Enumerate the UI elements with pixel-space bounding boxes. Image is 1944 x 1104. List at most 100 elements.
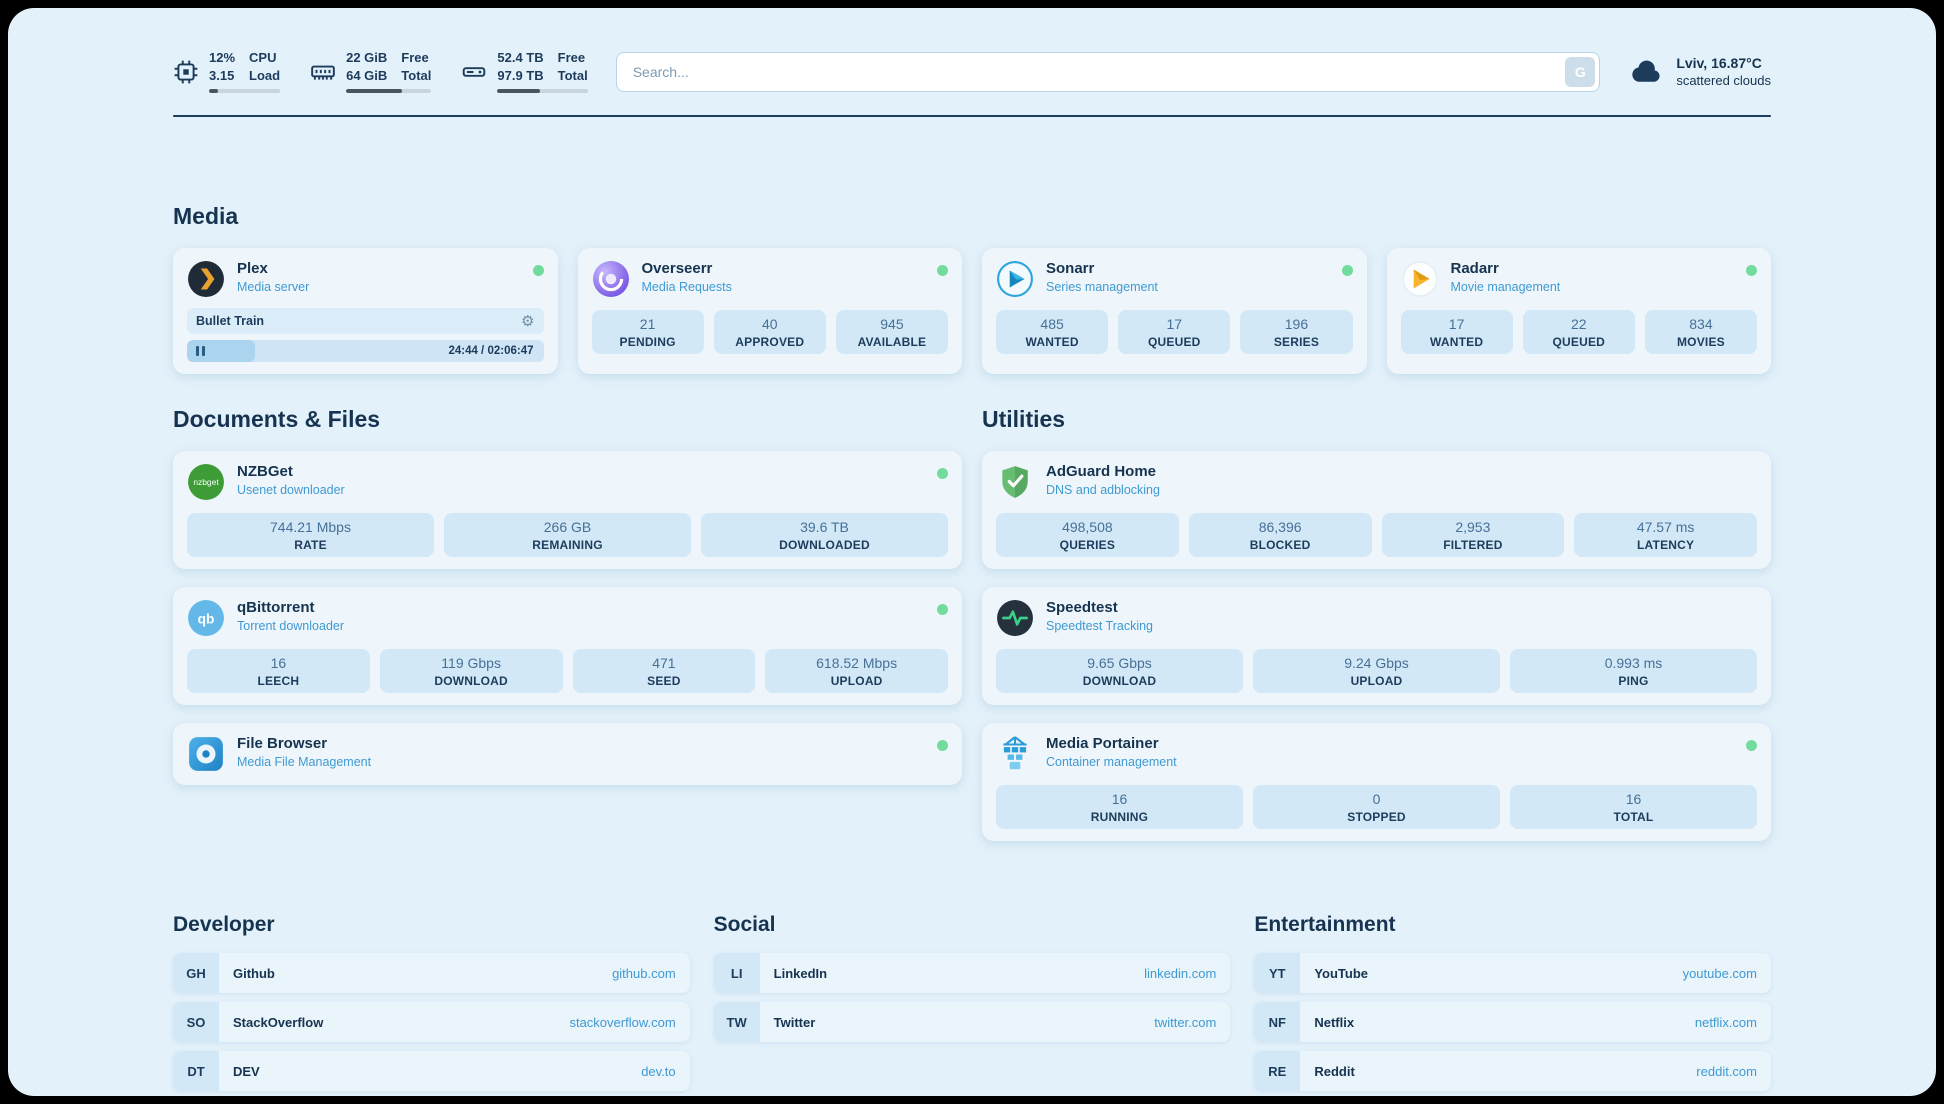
pause-icon[interactable] [196, 346, 205, 356]
app-card-filebrowser: File Browser Media File Management [173, 723, 962, 785]
stat-wanted: 17 WANTED [1400, 310, 1513, 354]
bookmark-url[interactable]: github.com [612, 965, 676, 981]
overseerr-app-link[interactable]: Overseerr Media Requests [592, 260, 948, 298]
qbittorrent-icon: qb [187, 599, 225, 637]
nzbget-app-link[interactable]: nzbget NZBGet Usenet downloader [187, 463, 948, 501]
bookmark-name: DEV [233, 1063, 260, 1079]
stat-seed: 471 SEED [572, 649, 756, 693]
utilities-section-title: Utilities [982, 406, 1066, 432]
search-bar: G [615, 51, 1601, 92]
stat-download: 119 Gbps DOWNLOAD [379, 649, 563, 693]
bookmark-linkedin[interactable]: LI LinkedIn linkedin.com [713, 953, 1231, 993]
dashboard-page: 12% 3.15 CPU Load [8, 8, 1936, 1096]
stat-queued: 17 QUEUED [1118, 310, 1231, 354]
search-input[interactable] [615, 51, 1601, 92]
stat-upload: 618.52 Mbps UPLOAD [765, 649, 948, 693]
weather-location: Lviv, 16.87°C [1676, 55, 1762, 71]
app-name: Plex [237, 260, 268, 277]
app-card-plex: Plex Media server Bullet Train ⚙ 24:44 [173, 248, 558, 374]
search-engine-button[interactable]: G [1565, 56, 1596, 87]
ram-stat: 22 GiB 64 GiB Free Total [310, 50, 432, 93]
status-dot [937, 265, 948, 276]
sonarr-app-link[interactable]: Sonarr Series management [996, 260, 1353, 298]
bookmark-abbr: LI [713, 953, 760, 993]
now-playing-title: Bullet Train [196, 314, 265, 328]
bookmark-url[interactable]: netflix.com [1694, 1014, 1757, 1030]
bookmark-reddit[interactable]: RE Reddit reddit.com [1254, 1051, 1771, 1091]
developer-bookmarks: Developer GH Github github.com SO StackO… [173, 913, 690, 1096]
ram-total-value: 64 GiB [346, 68, 388, 83]
radarr-app-link[interactable]: Radarr Movie management [1401, 260, 1757, 298]
stat-queries: 498,508 QUERIES [996, 513, 1179, 557]
documents-section-title: Documents & Files [173, 406, 381, 432]
topbar: 12% 3.15 CPU Load [173, 50, 1771, 93]
filebrowser-icon [187, 735, 225, 773]
adguard-app-link[interactable]: AdGuard Home DNS and adblocking [996, 463, 1757, 501]
ram-total-label: Total [401, 68, 432, 83]
entertainment-section-title: Entertainment [1254, 913, 1396, 936]
portainer-app-link[interactable]: Media Portainer Container management [996, 735, 1757, 773]
bookmark-dev-to[interactable]: DT DEV dev.to [173, 1051, 690, 1091]
svg-text:qb: qb [198, 611, 215, 626]
app-card-adguard: AdGuard Home DNS and adblocking 498,508 … [982, 451, 1771, 569]
stat-wanted: 485 WANTED [996, 310, 1109, 354]
plex-now-playing-widget: Bullet Train ⚙ 24:44 / 02:06:47 [187, 308, 544, 362]
documents-column: Documents & Files nzbget NZBGet Usenet d… [173, 406, 962, 803]
bookmark-netflix[interactable]: NF Netflix netflix.com [1254, 1002, 1771, 1042]
stat-ping: 0.993 ms PING [1510, 649, 1757, 693]
bookmark-name: Github [233, 965, 275, 981]
bookmark-name: Reddit [1314, 1063, 1355, 1079]
bookmark-name: LinkedIn [773, 965, 828, 981]
app-card-overseerr: Overseerr Media Requests 21 PENDING 40 A… [577, 248, 962, 374]
speedtest-app-link[interactable]: Speedtest Speedtest Tracking [996, 599, 1757, 637]
cpu-icon [173, 59, 199, 85]
bookmark-url[interactable]: youtube.com [1682, 965, 1757, 981]
utilities-column: Utilities AdGuard Home DNS and adblockin… [982, 406, 1771, 859]
bookmark-url[interactable]: dev.to [641, 1063, 676, 1079]
stat-rate: 744.21 Mbps RATE [187, 513, 434, 557]
qbittorrent-app-link[interactable]: qb qBittorrent Torrent downloader [187, 599, 948, 637]
weather-condition: scattered clouds [1676, 73, 1771, 88]
stat-queued: 22 QUEUED [1522, 310, 1635, 354]
cpu-stat: 12% 3.15 CPU Load [173, 50, 281, 93]
media-section-title: Media [173, 203, 239, 229]
cpu-load-label: Load [249, 68, 281, 83]
bookmark-twitter[interactable]: TW Twitter twitter.com [713, 1002, 1231, 1042]
app-name: qBittorrent [237, 599, 315, 616]
plex-app-link[interactable]: Plex Media server [187, 260, 544, 298]
cpu-usage-label: CPU [249, 50, 277, 65]
ram-icon [310, 59, 336, 85]
app-card-nzbget: nzbget NZBGet Usenet downloader 744.21 M… [173, 451, 962, 569]
settings-gear-icon[interactable]: ⚙ [521, 311, 535, 330]
filebrowser-app-link[interactable]: File Browser Media File Management [187, 735, 948, 773]
cpu-usage-value: 12% [209, 50, 236, 65]
status-dot [937, 740, 948, 751]
ram-usage-bar [346, 89, 432, 93]
bookmark-name: YouTube [1314, 965, 1369, 981]
playback-time: 24:44 / 02:06:47 [448, 345, 534, 357]
app-name: Radarr [1450, 260, 1499, 277]
bookmark-stackoverflow[interactable]: SO StackOverflow stackoverflow.com [173, 1002, 690, 1042]
app-card-radarr: Radarr Movie management 17 WANTED 22 QUE… [1386, 248, 1771, 374]
ram-free-value: 22 GiB [346, 50, 388, 65]
app-subtitle: Movie management [1450, 280, 1561, 294]
stat-pending: 21 PENDING [591, 310, 704, 354]
bookmark-name: Netflix [1314, 1014, 1355, 1030]
topbar-divider [173, 115, 1771, 117]
disk-total-label: Total [557, 68, 588, 83]
stat-blocked: 86,396 BLOCKED [1188, 513, 1372, 557]
sonarr-icon [996, 260, 1034, 298]
bookmark-name: Twitter [773, 1014, 816, 1030]
playback-progress-bar[interactable]: 24:44 / 02:06:47 [187, 340, 544, 362]
status-dot [1746, 265, 1757, 276]
app-subtitle: Torrent downloader [237, 619, 345, 633]
bookmark-github[interactable]: GH Github github.com [173, 953, 690, 993]
app-name: AdGuard Home [1046, 463, 1157, 480]
bookmark-url[interactable]: twitter.com [1154, 1014, 1217, 1030]
app-subtitle: Media File Management [237, 755, 372, 769]
bookmark-youtube[interactable]: YT YouTube youtube.com [1254, 953, 1771, 993]
status-dot [532, 265, 544, 276]
bookmark-url[interactable]: stackoverflow.com [569, 1014, 676, 1030]
bookmark-url[interactable]: reddit.com [1696, 1063, 1757, 1079]
bookmark-url[interactable]: linkedin.com [1144, 965, 1217, 981]
